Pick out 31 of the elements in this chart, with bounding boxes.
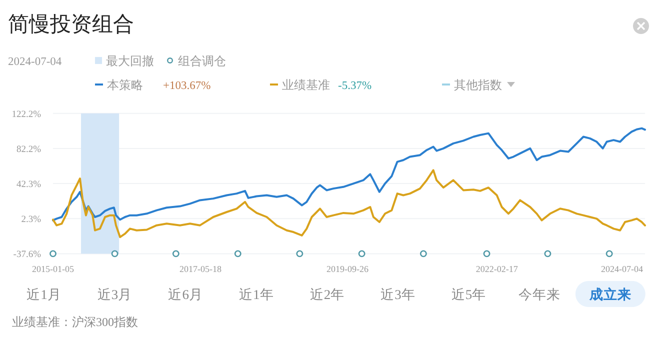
text: 成立来: [588, 286, 632, 302]
text: 近2年: [310, 287, 345, 302]
x-tick-label: 2017-05-18: [179, 264, 222, 274]
text: +103.67%: [163, 80, 212, 92]
text: -5.37%: [338, 80, 372, 92]
y-tick-label: 122.2%: [12, 110, 42, 120]
legend-label: 组合调仓: [178, 54, 226, 68]
text: 业绩基准：沪深300指数: [12, 315, 138, 329]
text: 其他指数: [454, 78, 502, 92]
y-tick-label: -37.6%: [13, 250, 42, 260]
text: 近1月: [26, 287, 62, 302]
legend-label: 业绩基准: [282, 78, 330, 92]
chart-title: 简慢投资组合: [8, 12, 134, 36]
y-tick-label: 2.3%: [21, 215, 42, 226]
legend-label: 最大回撤: [106, 54, 154, 68]
line-series: [52, 169, 646, 238]
x-tick-label: 2015-01-05: [32, 264, 74, 274]
x-tick-label: 2024-07-04: [601, 264, 644, 274]
line-series: [52, 127, 646, 222]
y-tick-label: 42.3%: [16, 180, 42, 190]
text: 近5年: [451, 287, 486, 302]
text: 近3年: [380, 287, 416, 302]
legend-label: 本策略: [107, 78, 143, 92]
text: 近3月: [97, 287, 132, 302]
text: 近6月: [168, 287, 203, 302]
chart-subtitle: 2024-07-04: [8, 56, 62, 68]
text: 今年来: [518, 287, 561, 302]
y-tick-label: 82.2%: [16, 145, 42, 156]
x-tick-label: 2019-09-26: [326, 264, 369, 274]
x-tick-label: 2022-02-17: [476, 264, 518, 274]
text: 近1年: [239, 287, 274, 302]
